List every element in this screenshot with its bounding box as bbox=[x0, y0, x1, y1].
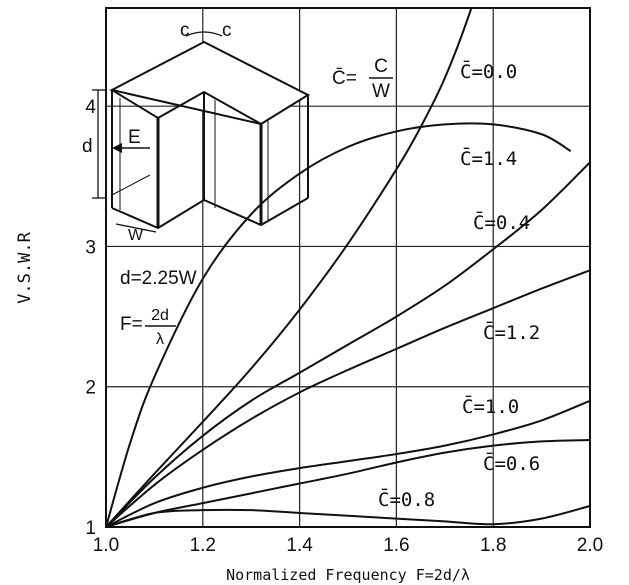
w-dimension-line bbox=[115, 223, 157, 233]
f-def-den: λ bbox=[156, 331, 164, 348]
series-line-4 bbox=[106, 399, 590, 527]
series-line-1 bbox=[106, 122, 572, 527]
inset-c-left: c bbox=[180, 20, 190, 41]
y-tick-label: 4 bbox=[85, 97, 96, 118]
label-c-0-4: C̄=0.4 bbox=[473, 210, 530, 234]
inset-c-right: c bbox=[222, 20, 232, 41]
x-tick-label: 1.8 bbox=[480, 535, 506, 556]
curves bbox=[106, 8, 590, 527]
f-def-num: 2d bbox=[151, 307, 169, 324]
cbar-def-lhs: C̄= bbox=[332, 68, 357, 89]
waveguide-inner-edge bbox=[111, 89, 262, 125]
series-line-2 bbox=[106, 161, 590, 527]
cbar-def-den: W bbox=[372, 81, 390, 102]
inset-w-label: W bbox=[128, 227, 144, 244]
c-dimension-arc bbox=[185, 31, 223, 37]
series-line-0 bbox=[106, 8, 473, 527]
inset-d-label: d bbox=[82, 136, 93, 157]
x-tick-label: 2.0 bbox=[577, 535, 603, 556]
x-axis-label: Normalized Frequency F=2d/λ bbox=[226, 566, 470, 584]
label-c-0-0: C̄=0.0 bbox=[460, 59, 517, 83]
series-line-3 bbox=[106, 269, 590, 527]
series-line-5 bbox=[106, 439, 590, 527]
series-line-6 bbox=[106, 504, 590, 527]
label-c-1-0: C̄=1.0 bbox=[462, 394, 519, 418]
waveguide-top-face bbox=[109, 40, 311, 126]
x-tick-label: 1.6 bbox=[383, 535, 409, 556]
label-c-0-6: C̄=0.6 bbox=[483, 451, 540, 475]
cbar-def-num: C bbox=[374, 56, 388, 77]
x-tick-label: 1.2 bbox=[190, 535, 216, 556]
x-tick-label: 1.0 bbox=[93, 535, 119, 556]
f-def-lhs: F= bbox=[120, 314, 143, 335]
y-tick-label: 3 bbox=[85, 237, 96, 258]
y-axis-label: V.S.W.R bbox=[15, 231, 35, 303]
y-tick-label: 2 bbox=[85, 378, 96, 399]
cbar-definition: C̄= C W bbox=[332, 56, 393, 102]
d-relation: d=2.25W bbox=[120, 268, 197, 289]
waveguide-bend-inset bbox=[92, 31, 311, 233]
e-field-arrowhead bbox=[112, 143, 122, 153]
label-c-0-8: C̄=0.8 bbox=[378, 487, 435, 511]
label-c-1-4: C̄=1.4 bbox=[460, 146, 517, 170]
inset-e-label: E bbox=[128, 127, 141, 148]
tick-labels: 1.0 1.2 1.4 1.6 1.8 2.0 1 2 3 4 bbox=[85, 97, 603, 556]
f-definition: F= 2d λ bbox=[120, 307, 176, 348]
waveguide-bottom-edge bbox=[111, 197, 309, 230]
y-tick-label: 1 bbox=[85, 518, 96, 539]
label-c-1-2: C̄=1.2 bbox=[483, 320, 540, 344]
curve-labels: C̄=0.0 C̄=1.4 C̄=0.4 C̄=1.2 C̄=1.0 C̄=0.… bbox=[378, 59, 540, 511]
waveguide-floor-line bbox=[111, 174, 151, 196]
x-tick-label: 1.4 bbox=[286, 535, 313, 556]
plot-frame bbox=[105, 7, 591, 528]
